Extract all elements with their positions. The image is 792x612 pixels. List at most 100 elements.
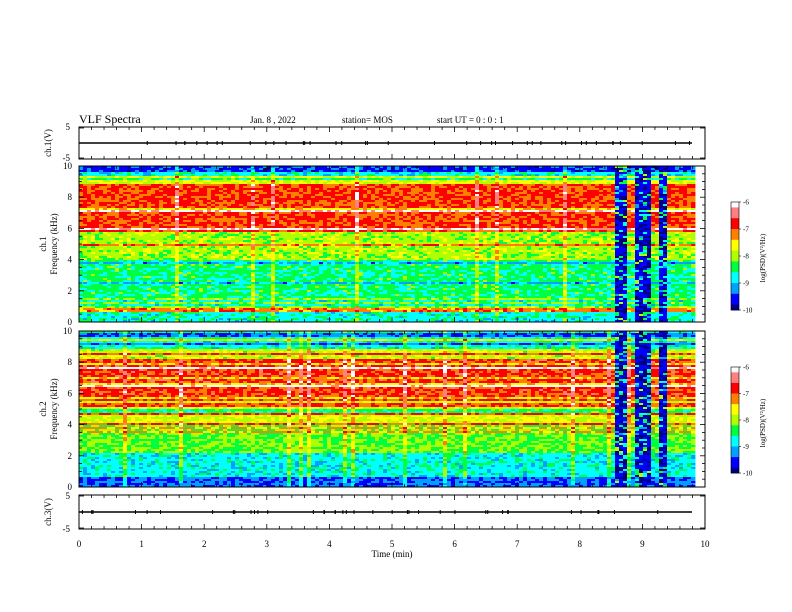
spectrogram-cell: [91, 232, 96, 235]
spectrogram-cell: [83, 248, 88, 251]
spectrogram-cell: [95, 308, 100, 311]
spectrogram-cell: [95, 316, 100, 319]
spectrogram-cell: [99, 278, 104, 281]
spectrogram-cell: [95, 230, 100, 233]
spectrogram-cell: [91, 240, 96, 243]
spectrogram-cell: [95, 170, 100, 173]
spectrogram-cell: [95, 286, 100, 289]
spectrogram-cell: [91, 216, 96, 219]
spectrogram-cell: [95, 166, 100, 169]
spectrogram-cell: [87, 312, 92, 315]
spectrogram-cell: [87, 282, 92, 285]
spectrogram-cell: [87, 288, 92, 291]
spectrogram-cell: [83, 276, 88, 279]
spectrogram-cell: [79, 236, 84, 239]
spectrogram-cell: [83, 244, 88, 247]
spectrogram-cell: [99, 290, 104, 293]
spectrogram-cell: [91, 272, 96, 275]
spectrogram-cell: [95, 312, 100, 315]
spectrogram-cell: [99, 200, 104, 203]
spectrogram-cell: [79, 246, 84, 249]
spectrogram-cell: [99, 298, 104, 301]
spectrogram-cell: [87, 218, 92, 221]
spectrogram-cell: [91, 168, 96, 171]
spectrogram-cell: [79, 190, 84, 193]
spectrogram-cell: [83, 220, 88, 223]
spectrogram-cell: [87, 210, 92, 213]
spectrogram-cell: [87, 166, 92, 169]
spectrogram-cell: [95, 270, 100, 273]
spectrogram-cell: [95, 242, 100, 245]
spectrogram-cell: [87, 226, 92, 229]
spectrogram-cell: [91, 314, 96, 317]
spectrogram-cell: [95, 174, 100, 177]
spectrogram-cell: [95, 256, 100, 259]
spectrogram-cell: [87, 200, 92, 203]
spectrogram-cell: [87, 264, 92, 267]
spectrogram-cell: [99, 182, 104, 185]
spectrogram-cell: [99, 294, 104, 297]
spectrogram-cell: [99, 202, 104, 205]
spectrogram-cell: [91, 250, 96, 253]
spectrogram-cell: [87, 196, 92, 199]
spectrogram-cell: [91, 184, 96, 187]
spectrogram-cell: [79, 264, 84, 267]
spectrogram-cell: [99, 312, 104, 315]
spectrogram-cell: [95, 246, 100, 249]
spectrogram-cell: [99, 246, 104, 249]
spectrogram-cell: [99, 222, 104, 225]
spectrogram-cell: [95, 224, 100, 227]
spectrogram-cell: [87, 320, 92, 323]
spectrogram-cell: [79, 310, 84, 313]
spectrogram-cell: [87, 314, 92, 317]
spectrogram-cell: [79, 216, 84, 219]
spectrogram-cell: [87, 240, 92, 243]
spectrogram-cell: [95, 178, 100, 181]
spectrogram-cell: [91, 200, 96, 203]
spectrogram-cell: [91, 302, 96, 305]
ch1-waveform-ylabel: ch.1(V): [43, 129, 53, 157]
spectrogram-cell: [99, 166, 104, 169]
spectrogram-cell: [91, 286, 96, 289]
spectrogram-cell: [103, 166, 108, 169]
spectrogram-cell: [99, 264, 104, 267]
spectrogram-cell: [79, 174, 84, 177]
spectrogram-cell: [91, 202, 96, 205]
spectrogram-cell: [99, 270, 104, 273]
spectrogram-cell: [95, 218, 100, 221]
spectrogram-cell: [99, 308, 104, 311]
spectrogram-cell: [79, 230, 84, 233]
spectrogram-cell: [83, 178, 88, 181]
spectrogram-cell: [79, 260, 84, 263]
spectrogram-cell: [99, 250, 104, 253]
spectrogram-cell: [95, 216, 100, 219]
spectrogram-cell: [95, 198, 100, 201]
spectrogram-cell: [95, 264, 100, 267]
spectrogram-cell: [95, 212, 100, 215]
spectrogram-cell: [79, 200, 84, 203]
spectrogram-cell: [99, 320, 104, 323]
spectrogram-cell: [91, 188, 96, 191]
spectrogram-cell: [87, 212, 92, 215]
spectrogram-cell: [87, 224, 92, 227]
spectrogram-cell: [91, 306, 96, 309]
spectrogram-cell: [79, 184, 84, 187]
spectrogram-cell: [99, 186, 104, 189]
spectrogram-cell: [79, 262, 84, 265]
spectrogram-cell: [95, 304, 100, 307]
spectrogram-cell: [91, 260, 96, 263]
spectrogram-cell: [91, 296, 96, 299]
spectrogram-cell: [99, 276, 104, 279]
spectrogram-cell: [91, 268, 96, 271]
spectrogram-cell: [83, 166, 88, 169]
spectrogram-cell: [87, 296, 92, 299]
spectrogram-cell: [91, 254, 96, 257]
ch1-spectrogram-image: [79, 166, 705, 323]
spectrogram-cell: [83, 302, 88, 305]
spectrogram-cell: [99, 310, 104, 313]
spectrogram-cell: [83, 228, 88, 231]
spectrogram-cell: [87, 228, 92, 231]
spectrogram-cell: [79, 222, 84, 225]
spectrogram-cell: [79, 238, 84, 241]
spectrogram-cell: [79, 224, 84, 227]
